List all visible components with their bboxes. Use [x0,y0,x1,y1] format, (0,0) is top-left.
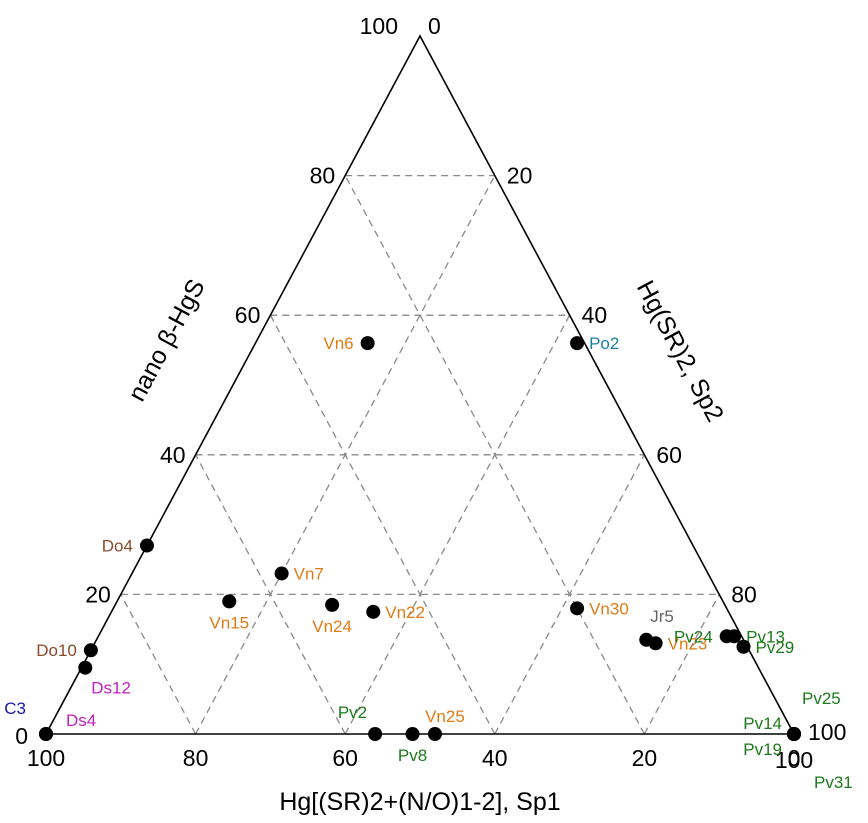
point-marker [222,594,237,609]
point-marker [719,629,734,644]
bottom-tick-label: 40 [482,745,508,771]
point-label: Pv25 [802,689,841,708]
point-marker [736,639,751,654]
data-point-vn15: Vn15 [209,594,249,632]
point-label: Vn15 [209,613,249,632]
point-marker [83,643,98,658]
point-marker [360,336,375,351]
data-point-vn30: Vn30 [570,599,629,618]
left-tick-label: 100 [360,13,398,39]
point-label: Vn23 [668,634,708,653]
bottom-tick-label: 20 [632,745,658,771]
point-label: Vn7 [294,564,324,583]
bottom-tick-label: 60 [332,745,358,771]
right-axis-title: Hg(SR)2, Sp2 [631,276,729,426]
point-marker [368,727,383,741]
grid-line [344,314,571,735]
data-point-po2: Po2 [570,334,619,353]
left-tick-label: 80 [310,163,336,189]
point-marker [366,604,381,619]
data-point-pv2: Pv2 [338,703,383,741]
point-label: Jr5 [650,607,674,626]
point-marker [570,601,585,616]
data-point-vn7: Vn7 [274,564,324,583]
point-label: Pv31 [814,773,853,792]
right-tick-label: 80 [731,581,757,607]
left-tick-label: 0 [15,723,28,749]
point-label: Vn24 [312,617,352,636]
grid-line [269,314,496,735]
data-point-vn24: Vn24 [312,597,352,636]
grid-line [494,454,645,735]
bottom-tick-label: 80 [183,745,209,771]
right-tick-label: 20 [507,163,533,189]
point-marker [570,336,585,351]
grid-line [195,454,346,735]
point-label: Pv8 [398,746,427,765]
point-marker [787,727,801,741]
right-vertex-tick-label: 100 [808,719,846,745]
data-point-vn25: Vn25 [425,707,465,741]
right-tick-label: 60 [656,442,682,468]
data-point-vn23: Vn23 [648,634,708,653]
point-label: Vn25 [425,707,465,726]
data-point-ds4: Ds4 [39,711,96,741]
data-point-do4: Do4 [102,537,154,556]
point-marker [139,538,154,553]
point-marker [648,636,663,651]
data-point-ds12: Ds12 [78,660,131,698]
left-tick-label: 20 [85,581,111,607]
data-point-pv29: Pv29 [736,638,795,657]
point-label: Pv24 [674,627,713,646]
left-tick-label: 40 [160,442,186,468]
point-label: Pv14 [743,714,782,733]
data-point-pv8: Pv8 [398,727,427,765]
right-tick-label: 40 [582,302,608,328]
point-label: Do4 [102,537,133,556]
point-label: Vn22 [385,603,425,622]
grid-lines [120,174,720,735]
point-marker [405,727,420,741]
point-label: C3 [4,699,26,718]
right-tick-label: 100 [775,747,813,773]
data-point-vn6: Vn6 [323,334,375,353]
point-marker [78,660,93,675]
point-label: Pv13 [746,627,785,646]
point-label: Vn30 [589,599,629,618]
data-point-pv31: Pv31 [787,727,853,792]
point-label: Vn6 [323,334,353,353]
left-tick-label: 60 [235,302,261,328]
point-marker [274,566,289,581]
point-label: Ds4 [66,711,96,730]
point-label: Po2 [589,334,619,353]
triangle-frame [44,34,796,735]
point-marker [39,727,53,741]
point-label: Pv29 [756,638,795,657]
data-point-do10: Do10 [36,641,98,660]
point-marker [427,727,442,741]
bottom-tick-label: 0 [788,745,801,771]
grid-line [643,594,720,735]
point-marker [325,597,340,612]
grid-line [120,594,197,735]
point-label: Ds12 [91,679,131,698]
right-tick-label: 0 [428,13,441,39]
point-label: Pv2 [338,703,367,722]
bottom-axis-title: Hg[(SR)2+(N/O)1-2], Sp1 [279,788,560,816]
data-point-vn22: Vn22 [366,603,425,622]
point-label: Pv19 [743,740,782,759]
data-point-pv24: Pv24 [674,627,734,646]
bottom-tick-label: 100 [27,745,65,771]
point-label: Do10 [36,641,77,660]
left-axis-title: nano β-HgS [123,275,211,406]
